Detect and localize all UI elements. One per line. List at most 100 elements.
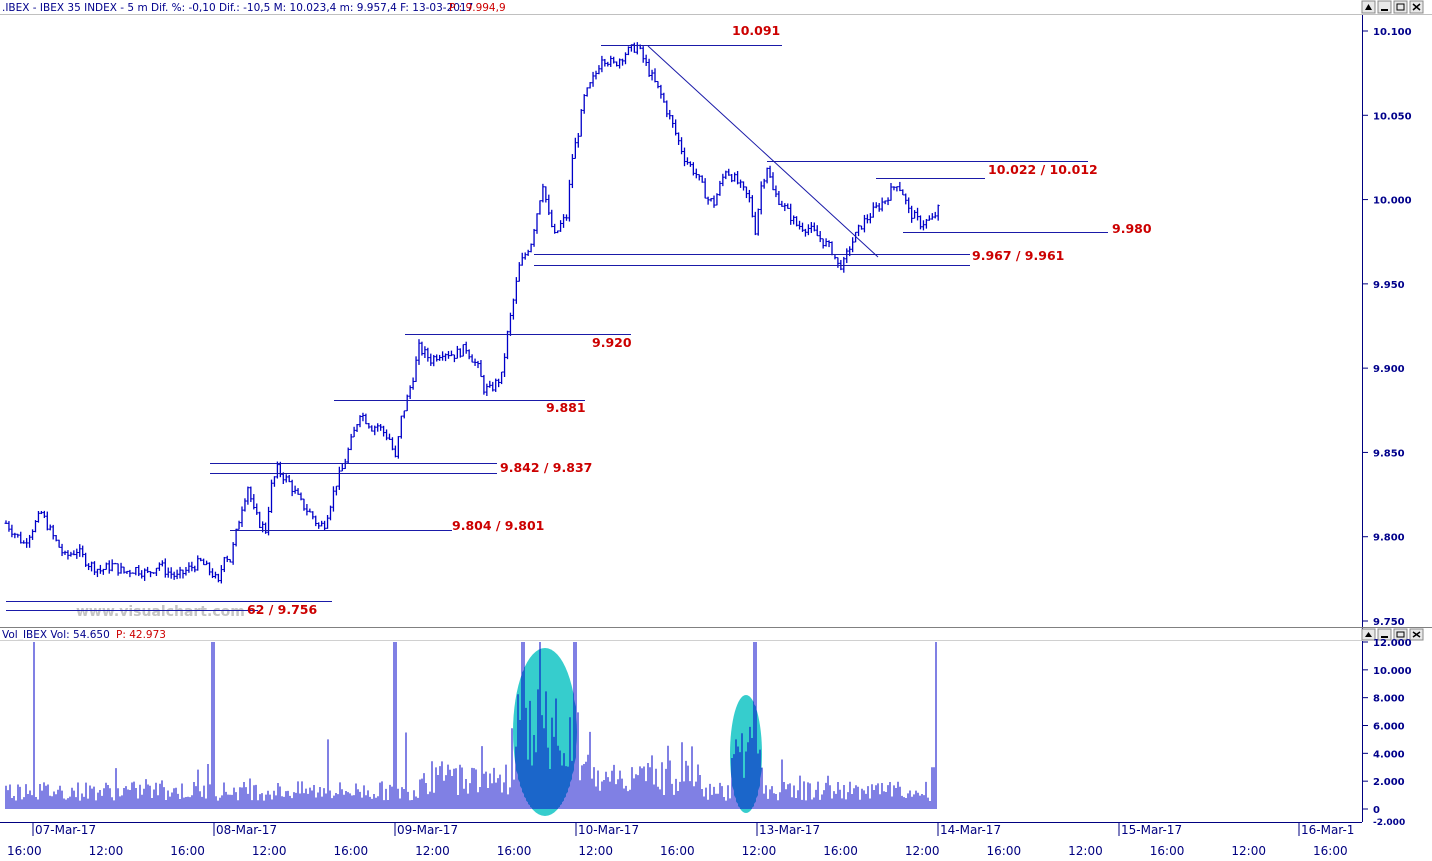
price-bar [777, 190, 781, 206]
price-panel-controls [1361, 0, 1424, 14]
price-tick-label: 10.100 [1373, 27, 1412, 38]
price-bar [308, 508, 312, 513]
price-bar [25, 538, 29, 548]
price-bar [774, 185, 778, 198]
price-bar [69, 551, 73, 557]
price-bar [691, 162, 695, 176]
price-bar [72, 550, 76, 556]
price-bar [181, 569, 185, 579]
price-bar [851, 237, 855, 253]
price-bar [860, 225, 863, 230]
price-bar [744, 186, 748, 199]
time-tick-label: 16:00 [497, 844, 532, 857]
price-bar [208, 562, 212, 576]
price-bar [240, 506, 244, 527]
trend-line[interactable] [647, 45, 879, 258]
price-bar [921, 220, 925, 231]
price-bar [792, 215, 796, 225]
volume-scroll-button[interactable] [1361, 628, 1376, 641]
price-bar [783, 203, 787, 212]
price-bar [107, 560, 111, 574]
date-label: 10-Mar-17 [578, 823, 639, 837]
price-bar [618, 58, 622, 69]
price-bar [228, 558, 232, 563]
price-bar [871, 202, 875, 218]
price-bar [364, 413, 368, 425]
price-bar [827, 240, 831, 248]
price-bar [379, 424, 383, 431]
time-tick-label: 16:00 [660, 844, 695, 857]
volume-close-button[interactable] [1409, 628, 1424, 641]
scroll-up-button[interactable] [1361, 0, 1376, 14]
price-bar [293, 485, 297, 494]
label-9762-9756: 62 / 9.756 [247, 602, 318, 617]
close-button[interactable] [1409, 0, 1424, 14]
price-bar [916, 207, 920, 221]
price-bar [842, 256, 846, 273]
price-bar [113, 562, 117, 565]
price-bar [95, 568, 99, 578]
price-bar [573, 137, 577, 159]
price-bar [795, 216, 799, 227]
price-bar [730, 173, 734, 183]
volume-maximize-button[interactable] [1393, 628, 1408, 641]
price-bar [134, 566, 138, 576]
price-bar [688, 161, 692, 167]
price-bar [143, 568, 147, 581]
price-bar [452, 354, 456, 363]
price-bar [225, 555, 229, 563]
maximize-icon [1396, 3, 1405, 11]
price-bar [311, 511, 315, 520]
price-bar [877, 203, 881, 212]
price-bar [874, 202, 878, 209]
volume-minimize-button[interactable] [1377, 628, 1392, 641]
price-bar [709, 198, 713, 202]
price-bar [278, 461, 282, 478]
price-bar [907, 197, 911, 214]
price-bar [919, 215, 922, 230]
price-bar [193, 565, 197, 573]
price-ticks: 10.100 10.050 10.000 9.950 9.900 9.850 9.800 9.… [1362, 27, 1412, 628]
time-tick-label: 16:00 [7, 844, 42, 857]
price-bar [196, 555, 200, 571]
price-bar [798, 220, 802, 230]
price-bar [314, 515, 318, 527]
price-bar [172, 571, 176, 580]
price-bar [287, 474, 291, 483]
price-bar [836, 257, 840, 268]
maximize-button[interactable] [1393, 0, 1408, 14]
label-9804-9801: 9.804 / 9.801 [452, 518, 544, 533]
price-bar [432, 354, 436, 367]
price-bar [653, 68, 657, 83]
price-bar [756, 208, 760, 236]
price-bar [90, 561, 94, 572]
price-bar [644, 54, 648, 66]
volume-panel-controls [1361, 628, 1424, 641]
minimize-button[interactable] [1377, 0, 1392, 14]
price-bar [16, 533, 20, 538]
price-bar [255, 503, 259, 515]
price-bar [305, 504, 309, 516]
price-bar [137, 565, 141, 577]
price-bar [503, 353, 507, 377]
price-bar [54, 534, 58, 542]
price-bar [830, 241, 834, 256]
price-bar [426, 347, 430, 362]
price-bar [154, 567, 158, 576]
volume-tick-label: 8.000 [1373, 694, 1405, 705]
price-bar [621, 58, 625, 66]
price-bar [435, 354, 439, 362]
price-bar [385, 429, 389, 441]
price-bar [862, 214, 866, 233]
price-bar [833, 253, 837, 260]
price-bar [405, 394, 409, 412]
time-tick-label: 12:00 [252, 844, 287, 857]
price-bar [600, 55, 604, 73]
price-bar [337, 466, 341, 490]
volume-tick-label: 12.000 [1373, 638, 1412, 649]
price-bar [901, 189, 905, 196]
price-bar [485, 383, 489, 397]
price-bar [526, 249, 530, 256]
